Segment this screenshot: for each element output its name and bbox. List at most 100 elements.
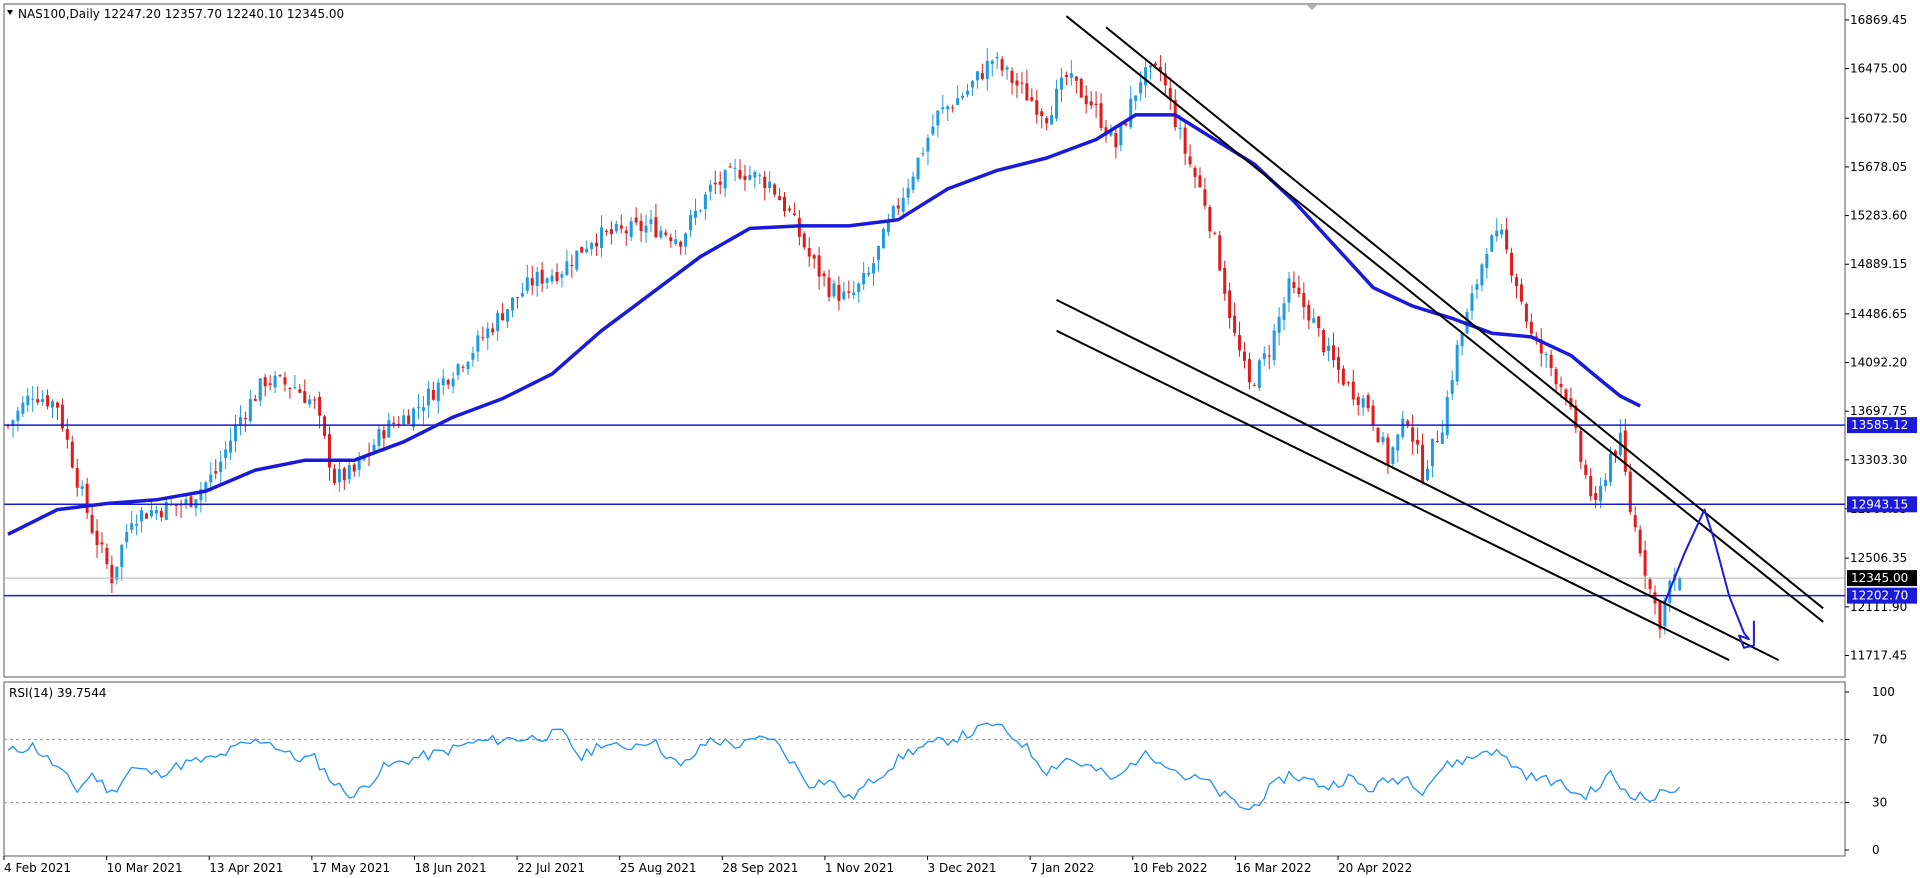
candle-body [1539, 339, 1543, 354]
candle-body [421, 407, 425, 411]
candle-body [525, 277, 529, 291]
candle-body [1129, 98, 1133, 128]
candle-body [476, 335, 480, 352]
channel-trendline [1056, 299, 1780, 662]
candle-body [461, 366, 465, 368]
candle-body [164, 501, 168, 520]
candle-body [51, 401, 55, 408]
candle-body [1648, 579, 1652, 589]
candle-body [248, 399, 252, 422]
candle-body [1030, 97, 1034, 101]
candle-body [1406, 420, 1410, 426]
symbol-dropdown-icon[interactable] [7, 10, 13, 15]
candle-body [60, 404, 64, 429]
candle-body [659, 230, 663, 238]
candle-body [817, 255, 821, 277]
candle-body [1460, 333, 1464, 347]
candle-body [604, 230, 608, 232]
candle-body [1628, 471, 1632, 513]
candle-body [1223, 267, 1227, 294]
candle-body [1094, 103, 1098, 106]
candle-body [174, 504, 178, 506]
candle-body [1069, 73, 1073, 78]
candle-body [941, 107, 945, 110]
candle-body [872, 263, 876, 274]
rsi-y-axis: 100 70 30 0 [1845, 685, 1895, 857]
candle-body [115, 566, 119, 580]
candle-body [1470, 293, 1474, 311]
candle-body [431, 390, 435, 400]
candle-body [580, 246, 584, 253]
channel-trendline [1056, 329, 1730, 662]
candle-body [451, 378, 455, 387]
candle-body [1569, 398, 1573, 408]
candle-body [1495, 230, 1499, 237]
candle-body [1144, 67, 1148, 86]
candle-body [1475, 284, 1479, 290]
rsi-header: RSI(14) 39.7544 [9, 686, 107, 700]
candle-body [1574, 405, 1578, 429]
candle-body [412, 408, 416, 427]
candle-body [491, 328, 495, 333]
candle-body [377, 428, 381, 446]
candle-body [1524, 303, 1528, 322]
candle-body [1183, 127, 1187, 154]
candle-body [822, 273, 826, 277]
candle-body [1247, 359, 1251, 383]
candle-body [713, 182, 717, 185]
moving-average-line [7, 113, 1641, 536]
candle-body [629, 221, 633, 237]
candle-body [1282, 303, 1286, 320]
candle-body [1153, 63, 1157, 66]
candle-body [1228, 290, 1232, 319]
candle-body [530, 278, 534, 286]
candle-body [649, 219, 653, 224]
candle-body [921, 153, 925, 155]
candle-body [1050, 115, 1054, 125]
candle-body [634, 217, 638, 223]
candle-body [896, 205, 900, 209]
candle-body [867, 272, 871, 275]
candle-body [41, 398, 45, 403]
candle-body [1163, 73, 1167, 86]
candle-body [1257, 360, 1261, 389]
candle-body [1287, 278, 1291, 303]
candle-body [787, 208, 791, 211]
candle-body [807, 247, 811, 257]
time-x-axis: 4 Feb 2021 10 Mar 2021 13 Apr 2021 17 May 2… [3, 856, 1412, 875]
candle-body [723, 170, 727, 189]
candle-body [1529, 321, 1533, 334]
price-tick-label: 16869.45 [1850, 13, 1907, 27]
candle-body [258, 378, 262, 401]
rsi-layer [4, 722, 1845, 811]
candle-body [1425, 468, 1429, 480]
candle-body [337, 468, 341, 483]
price-tick-label: 14486.65 [1850, 307, 1907, 321]
candle-body [644, 225, 648, 233]
candle-body [253, 398, 257, 401]
candle-body [1188, 156, 1192, 165]
candle-body [1139, 82, 1143, 94]
candle-body [1089, 101, 1093, 106]
candle-body [832, 283, 836, 297]
candle-body [318, 396, 322, 416]
candle-body [1381, 436, 1385, 443]
candle-body [669, 237, 673, 242]
candle-body [1510, 252, 1514, 276]
price-tick-label: 14092.20 [1850, 356, 1907, 370]
candle-body [703, 194, 707, 210]
candle-body [961, 95, 965, 98]
price-y-axis: 16869.45 16475.00 16072.50 15678.05 15283.60… [1845, 13, 1907, 663]
candle-body [1564, 389, 1568, 400]
candle-body [1178, 127, 1182, 130]
candle-body [1312, 318, 1316, 323]
candle-body [224, 449, 228, 458]
candle-body [1025, 83, 1029, 101]
chart-shift-marker-icon[interactable] [1306, 4, 1318, 10]
candle-body [980, 73, 984, 79]
time-tick-label: 20 Apr 2022 [1338, 861, 1412, 875]
level-price-label: 12943.15 [1851, 497, 1908, 511]
candle-body [595, 242, 599, 247]
candle-body [1099, 103, 1103, 128]
